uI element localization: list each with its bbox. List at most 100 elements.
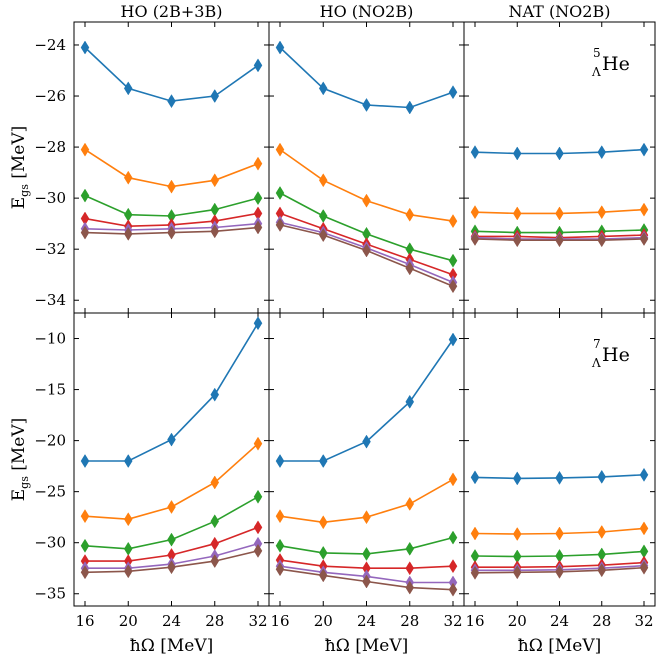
data-point xyxy=(362,243,371,258)
data-point xyxy=(167,560,176,575)
data-point xyxy=(253,58,263,73)
data-point xyxy=(405,541,415,556)
column-title: HO (2B+3B) xyxy=(121,2,223,21)
data-point xyxy=(512,233,522,248)
data-point xyxy=(123,226,133,241)
data-point xyxy=(80,509,90,524)
x-tick-label: 28 xyxy=(400,612,419,630)
x-tick-label: 24 xyxy=(357,612,376,630)
data-point xyxy=(470,470,480,485)
data-point xyxy=(405,496,415,511)
data-point xyxy=(639,231,649,246)
data-point xyxy=(405,207,415,222)
annotation-element: He xyxy=(602,344,630,366)
data-point xyxy=(405,261,415,276)
data-point xyxy=(253,191,263,206)
data-point xyxy=(448,253,458,268)
data-point xyxy=(555,526,564,541)
series-line xyxy=(84,46,259,102)
series-line xyxy=(279,148,454,222)
data-point xyxy=(253,316,263,331)
data-point xyxy=(253,543,263,558)
data-point xyxy=(639,521,649,536)
data-point xyxy=(448,214,458,229)
y-tick-label: −32 xyxy=(34,240,66,258)
annotation-lambda: Λ xyxy=(591,65,601,79)
data-point xyxy=(210,224,220,239)
panel xyxy=(73,21,270,314)
y-tick-label: −30 xyxy=(34,534,66,552)
data-point xyxy=(167,432,176,447)
x-tick-label: 20 xyxy=(508,612,527,630)
y-tick-label: −26 xyxy=(34,87,66,105)
data-point xyxy=(555,564,564,579)
data-point xyxy=(210,387,220,402)
data-point xyxy=(470,205,480,220)
panel-frame xyxy=(463,312,656,607)
data-point xyxy=(318,228,328,243)
data-point xyxy=(167,94,176,109)
data-point xyxy=(318,454,328,469)
data-point xyxy=(318,568,328,583)
panel xyxy=(268,21,465,314)
data-point xyxy=(275,538,285,553)
annotation-lambda: Λ xyxy=(591,356,601,370)
data-point xyxy=(639,560,649,575)
panel xyxy=(463,21,656,314)
x-tick-label: 32 xyxy=(443,612,462,630)
data-point xyxy=(555,470,564,485)
data-point xyxy=(448,472,458,487)
y-tick-label: −30 xyxy=(34,189,66,207)
data-point xyxy=(597,145,607,160)
x-tick-label: 16 xyxy=(75,612,94,630)
data-point xyxy=(597,525,607,539)
data-point xyxy=(639,202,649,217)
data-point xyxy=(210,173,220,188)
x-tick-label: 28 xyxy=(592,612,611,630)
x-tick-label: 16 xyxy=(270,612,289,630)
data-point xyxy=(167,225,176,240)
data-point xyxy=(275,186,285,201)
y-tick-label: −34 xyxy=(34,291,66,309)
data-point xyxy=(253,220,263,235)
data-point xyxy=(123,454,133,469)
data-point xyxy=(253,489,263,504)
data-point xyxy=(405,394,415,409)
data-point xyxy=(470,145,480,160)
data-point xyxy=(210,514,220,529)
data-point xyxy=(318,515,328,530)
data-point xyxy=(555,146,564,161)
data-point xyxy=(512,146,522,161)
data-point xyxy=(275,142,285,157)
data-point xyxy=(448,559,458,574)
data-point xyxy=(318,545,328,560)
data-point xyxy=(470,231,480,246)
data-point xyxy=(362,510,371,525)
data-point xyxy=(512,527,522,542)
data-point xyxy=(362,546,371,561)
panel xyxy=(73,312,270,607)
data-point xyxy=(318,173,328,188)
data-point xyxy=(448,85,458,100)
x-tick-label: 32 xyxy=(634,612,653,630)
data-point xyxy=(275,40,285,55)
column-title: HO (NO2B) xyxy=(320,2,414,21)
data-point xyxy=(123,541,133,556)
data-point xyxy=(405,580,415,595)
panel xyxy=(463,312,656,607)
column-title: NAT (NO2B) xyxy=(509,2,611,21)
annotation-element: He xyxy=(602,53,630,75)
x-axis-label: ħΩ [MeV] xyxy=(518,636,601,656)
data-point xyxy=(512,565,522,580)
data-point xyxy=(512,206,522,221)
data-point xyxy=(80,40,90,55)
data-point xyxy=(448,530,458,545)
data-point xyxy=(275,509,285,524)
y-tick-label: −15 xyxy=(34,381,66,399)
data-point xyxy=(448,279,458,294)
x-tick-label: 24 xyxy=(550,612,569,630)
data-point xyxy=(275,454,285,469)
data-point xyxy=(512,471,522,486)
x-tick-label: 20 xyxy=(314,612,333,630)
